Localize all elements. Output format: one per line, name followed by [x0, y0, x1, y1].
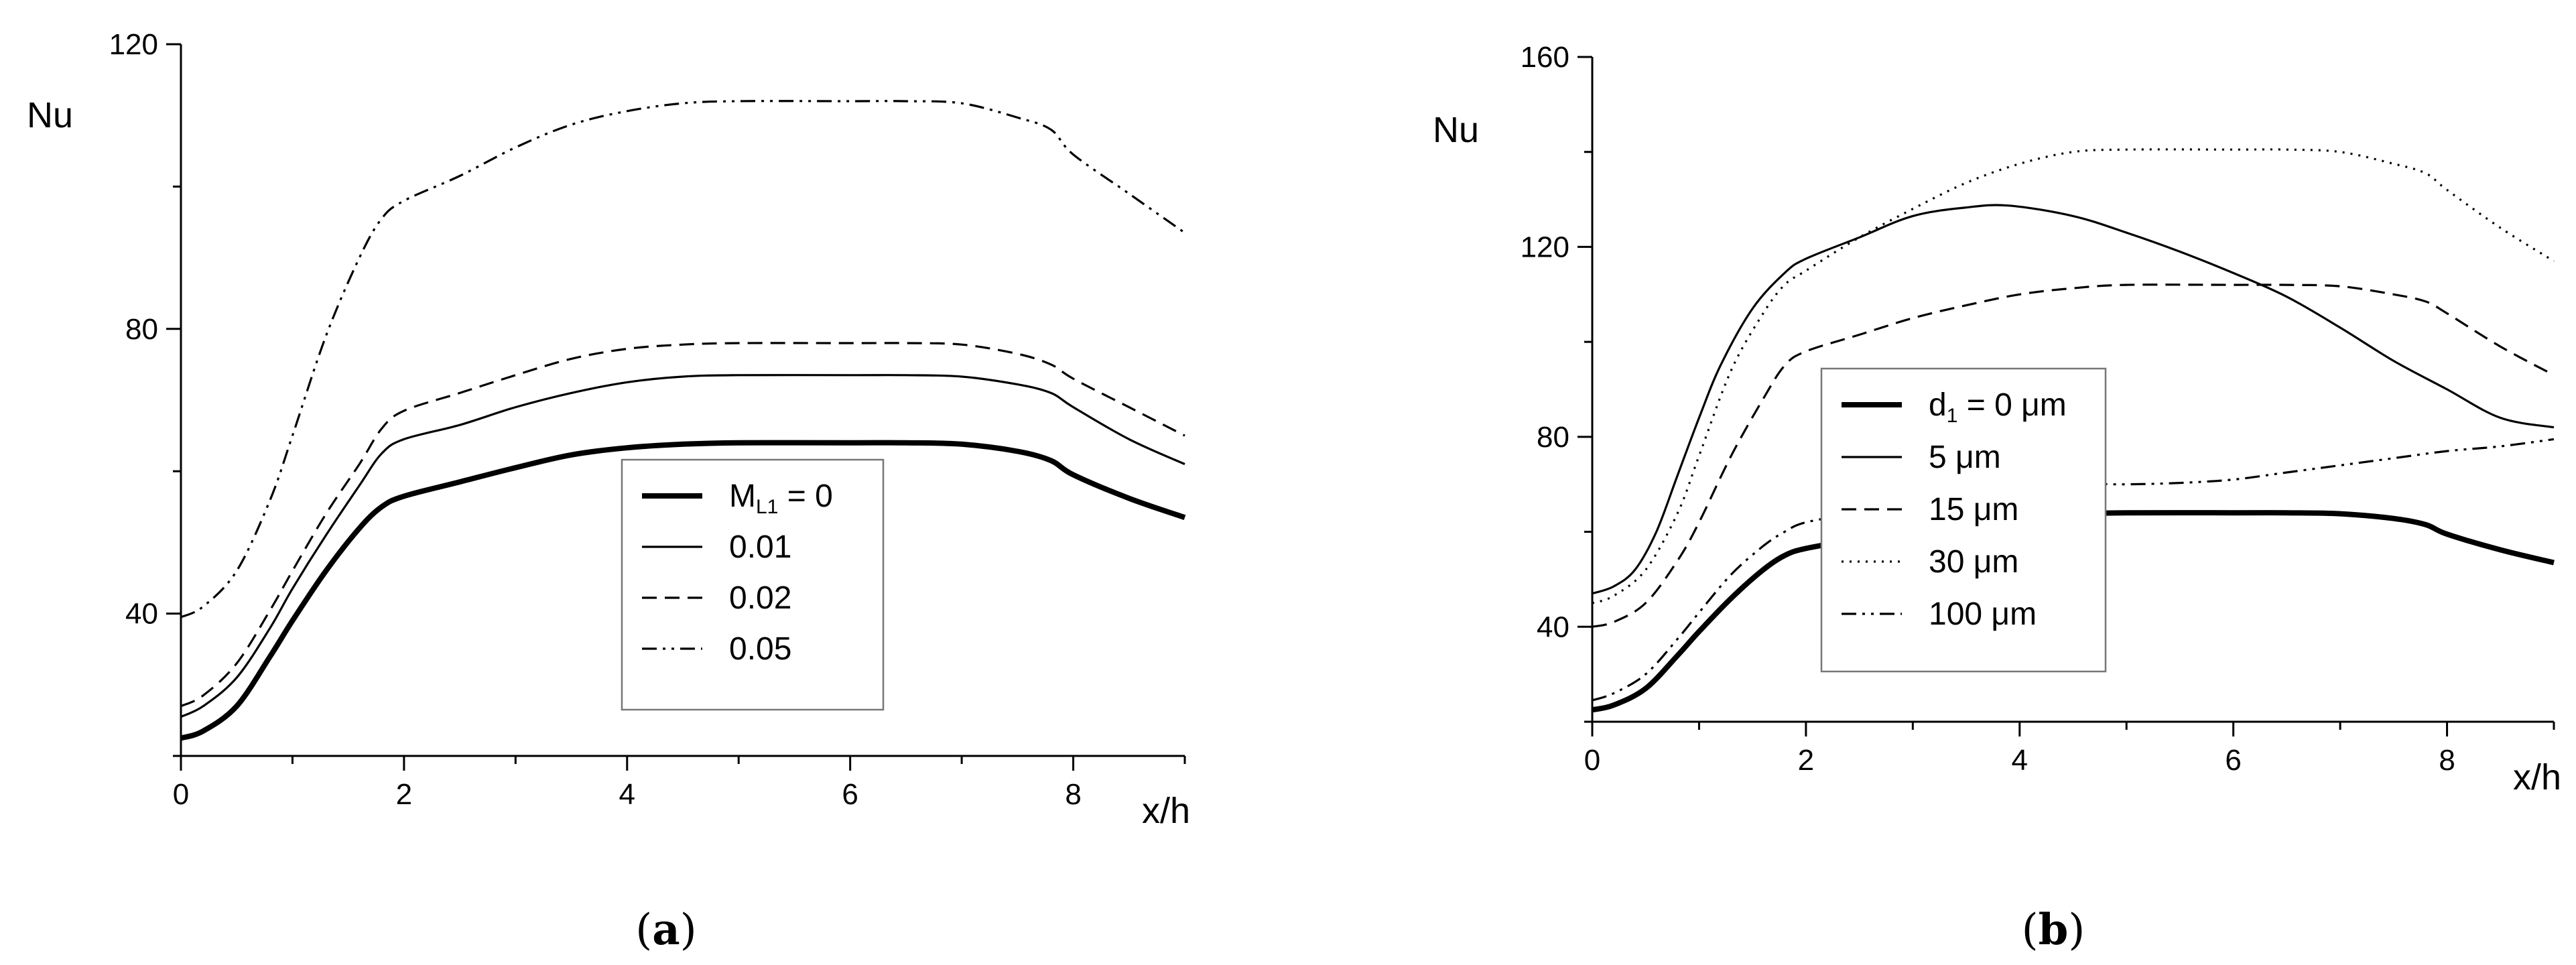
y-tick-label: 80 — [1537, 421, 1569, 454]
x-tick-label: 2 — [396, 778, 412, 811]
legend-entry-4: 0.05 — [729, 631, 791, 667]
y-axis-label: Nu — [27, 95, 73, 135]
legend-box — [621, 458, 885, 711]
legend-entry-3: 15 μm — [1929, 492, 2018, 527]
x-tick-label: 8 — [1065, 778, 1081, 811]
legend-entry-3: 0.02 — [729, 580, 791, 616]
x-tick-label: 8 — [2439, 744, 2455, 777]
series-line-3 — [1592, 283, 2555, 628]
series-line-2 — [1592, 204, 2555, 595]
legend-entry-5: 100 μm — [1929, 596, 2037, 632]
chart-panel-b: 0 2 4 6 8 40 80 120 160 Nu x/h d1 = 0 μm 5 μm 15 μm 30… — [1433, 41, 2561, 797]
y-tick-label: 40 — [125, 598, 158, 631]
series-line-4 — [1592, 148, 2555, 604]
y-tick-label: 80 — [125, 313, 158, 346]
panel-caption-b: (b) — [2021, 905, 2085, 955]
y-tick-label: 120 — [1521, 231, 1569, 263]
series-line-1 — [180, 440, 1186, 741]
panel-label-b: b — [2038, 905, 2069, 955]
x-tick-label: 4 — [2012, 744, 2028, 777]
panel-caption-a: (a) — [635, 905, 697, 955]
x-tick-label: 6 — [842, 778, 858, 811]
x-tick-label: 6 — [2225, 744, 2241, 777]
legend-box — [1820, 367, 2107, 673]
x-tick-label: 4 — [619, 778, 635, 811]
y-tick-label: 120 — [109, 28, 158, 61]
legend-entry-2: 5 μm — [1929, 440, 2001, 475]
y-tick-label: 160 — [1521, 41, 1569, 74]
legend-entry-1: d1 = 0 μm — [1929, 387, 2067, 427]
x-axis-label: x/h — [2513, 757, 2561, 797]
x-tick-label: 0 — [1584, 744, 1600, 777]
y-tick-label: 40 — [1537, 610, 1569, 643]
x-tick-label: 2 — [1798, 744, 1814, 777]
legend-entry-1: ML1 = 0 — [729, 478, 833, 518]
legend: d1 = 0 μm 5 μm 15 μm 30 μm 100 μm — [1820, 367, 2107, 673]
series-line-2 — [180, 374, 1185, 718]
legend: ML1 = 0 0.01 0.02 0.05 — [621, 458, 885, 711]
panel-label-a: a — [652, 905, 680, 955]
chart-panel-a: 0 2 4 6 8 40 80 120 Nu x/h ML1 = 0 0.01 0.02 0.05 — [27, 28, 1190, 831]
x-tick-label: 0 — [173, 778, 189, 811]
y-axis-label: Nu — [1433, 110, 1479, 150]
legend-entry-2: 0.01 — [729, 529, 791, 565]
x-axis-label: x/h — [1142, 791, 1190, 831]
legend-entry-4: 30 μm — [1929, 544, 2018, 580]
